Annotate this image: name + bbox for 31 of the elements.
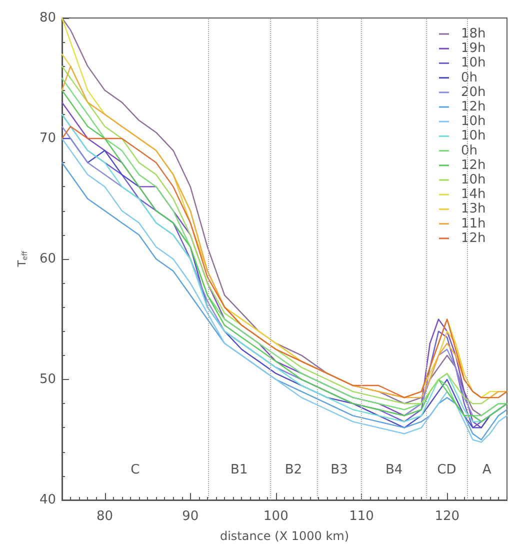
x-axis-title: distance (X 1000 km) xyxy=(220,529,350,543)
legend-label: 10h xyxy=(461,114,486,130)
y-tick-label: 60 xyxy=(39,252,56,266)
x-tick-label: 80 xyxy=(96,509,114,524)
x-tick-label: 90 xyxy=(182,509,199,524)
annotation: B3 xyxy=(330,462,348,478)
legend-label: 12h xyxy=(461,100,486,114)
annotation: C xyxy=(130,462,140,478)
annotation: CD xyxy=(437,462,456,478)
legend-label: 12h xyxy=(461,230,486,246)
legend-label: 14h xyxy=(461,187,486,202)
legend-label: 11h xyxy=(461,216,486,232)
legend-label: 10h xyxy=(461,128,486,144)
x-tick-label: 110 xyxy=(349,509,374,524)
y-tick-label: 40 xyxy=(39,492,56,508)
legend-label: 20h xyxy=(461,84,486,100)
legend-label: 18h xyxy=(461,26,486,42)
x-tick-label: 120 xyxy=(434,509,460,524)
legend-label: 19h xyxy=(461,41,486,56)
legend-label: 10h xyxy=(461,172,486,188)
y-tick-label: 80 xyxy=(39,10,56,26)
legend-label: 10h xyxy=(461,56,486,71)
annotation: A xyxy=(482,462,492,478)
y-tick-label: 70 xyxy=(39,131,56,146)
annotation: B4 xyxy=(385,462,403,478)
legend-label: 12h xyxy=(461,158,486,173)
legend-label: 13h xyxy=(461,202,486,217)
annotation: B2 xyxy=(284,462,302,478)
annotation: B1 xyxy=(230,462,248,478)
y-tick-label: 50 xyxy=(39,372,56,387)
x-tick-label: 100 xyxy=(264,509,288,524)
